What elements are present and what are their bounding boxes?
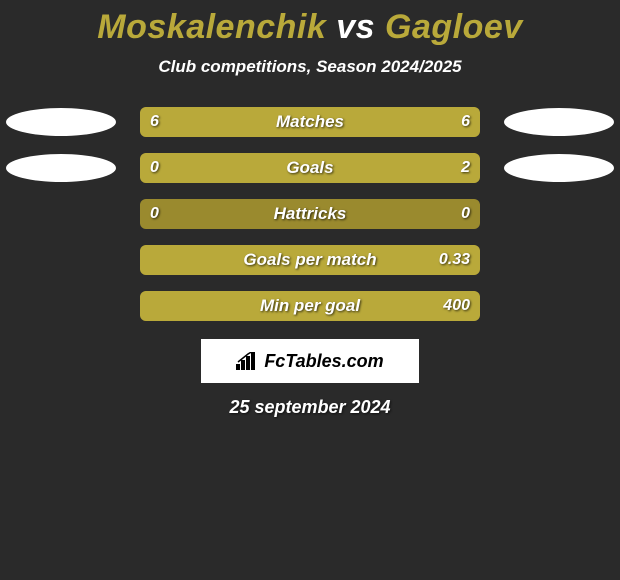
stat-row: 0.33 Goals per match [0,245,620,275]
stat-label: Goals per match [243,250,376,270]
stat-bar: 400 Min per goal [140,291,480,321]
stat-label: Goals [286,158,333,178]
stat-bar: 0 2 Goals [140,153,480,183]
stat-value-right: 6 [461,113,470,131]
player2-name: Gagloev [385,8,523,46]
stats-area: 6 6 Matches 0 2 Goals 0 0 Hattricks 0.33 Goals per… [0,107,620,321]
stat-value-right: 0.33 [439,251,470,269]
stat-bar-left [140,245,242,275]
stat-row: 0 2 Goals [0,153,620,183]
stat-value-left: 0 [150,159,159,177]
stat-bar: 6 6 Matches [140,107,480,137]
stat-bar-right [201,153,480,183]
chart-icon [236,352,258,370]
stat-value-left: 0 [150,205,159,223]
comparison-infographic: Moskalenchik vs Gagloev Club competition… [0,0,620,418]
stat-bar: 0 0 Hattricks [140,199,480,229]
page-title: Moskalenchik vs Gagloev [0,8,620,47]
stat-bar: 0.33 Goals per match [140,245,480,275]
player1-name: Moskalenchik [97,8,326,46]
player1-badge-ellipse [6,154,116,182]
stat-label: Hattricks [274,204,347,224]
branding-text: FcTables.com [264,351,383,372]
stat-value-right: 400 [443,297,470,315]
stat-value-right: 2 [461,159,470,177]
stat-value-right: 0 [461,205,470,223]
stat-row: 400 Min per goal [0,291,620,321]
branding-box: FcTables.com [201,339,419,383]
stat-label: Matches [276,112,344,132]
player2-badge-ellipse [504,108,614,136]
subtitle: Club competitions, Season 2024/2025 [0,57,620,77]
stat-bar-left [140,291,259,321]
stat-row: 0 0 Hattricks [0,199,620,229]
vs-text: vs [336,8,375,46]
stat-row: 6 6 Matches [0,107,620,137]
date-text: 25 september 2024 [0,397,620,418]
player1-badge-ellipse [6,108,116,136]
stat-label: Min per goal [260,296,360,316]
stat-value-left: 6 [150,113,159,131]
player2-badge-ellipse [504,154,614,182]
